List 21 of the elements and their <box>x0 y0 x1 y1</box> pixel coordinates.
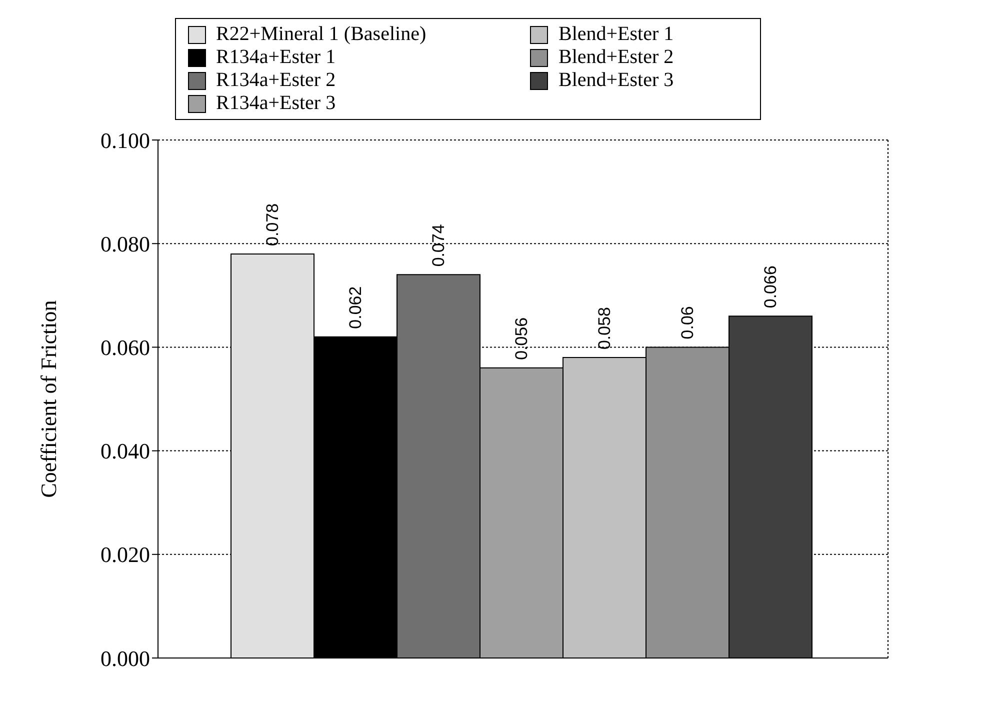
y-tick-label: 0.100 <box>100 128 150 153</box>
data-label: 0.06 <box>678 306 697 340</box>
y-tick-label: 0.040 <box>100 438 150 464</box>
data-label: 0.078 <box>263 203 282 246</box>
legend-label: Blend+Ester 2 <box>558 46 674 69</box>
legend-label: Blend+Ester 1 <box>558 23 674 46</box>
legend-label: Blend+Ester 3 <box>558 69 674 92</box>
data-label: 0.058 <box>595 307 614 350</box>
data-label: 0.056 <box>512 317 531 360</box>
legend-label: R134a+Ester 2 <box>216 69 336 92</box>
y-tick-label: 0.000 <box>100 646 150 671</box>
legend-label: R22+Mineral 1 (Baseline) <box>216 23 426 46</box>
data-label: 0.066 <box>761 266 780 308</box>
y-axis-title: Coefficient of Friction <box>36 300 61 498</box>
legend-label: R134a+Ester 3 <box>216 92 336 115</box>
data-label: 0.074 <box>429 224 448 267</box>
y-tick-label: 0.060 <box>100 335 150 360</box>
y-tick-label: 0.080 <box>100 231 150 256</box>
y-tick-label: 0.020 <box>100 542 150 568</box>
data-label: 0.062 <box>346 286 365 329</box>
legend-label: R134a+Ester 1 <box>216 46 336 69</box>
